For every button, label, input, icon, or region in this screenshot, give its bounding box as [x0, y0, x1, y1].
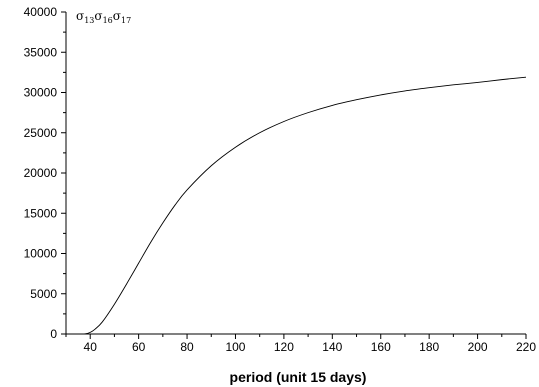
x-tick-label: 200: [468, 340, 488, 354]
y-tick-label: 10000: [24, 247, 58, 261]
x-tick-label: 80: [180, 340, 194, 354]
series-annotation: σ13σ16σ17: [76, 9, 131, 25]
x-axis-title: period (unit 15 days): [230, 369, 367, 385]
x-tick-label: 120: [274, 340, 294, 354]
x-tick-label: 160: [371, 340, 391, 354]
y-tick-label: 40000: [24, 5, 58, 19]
y-tick-label: 5000: [30, 287, 57, 301]
y-tick-label: 30000: [24, 86, 58, 100]
x-tick-label: 140: [322, 340, 342, 354]
x-tick-label: 220: [516, 340, 536, 354]
y-ticks: 0 5000 10000 15000 20000 25000 30000 35000 40000: [24, 5, 66, 341]
y-tick-label: 25000: [24, 126, 58, 140]
annotation-subscript: 16: [103, 16, 113, 25]
y-tick-label: 35000: [24, 45, 58, 59]
x-tick-label: 100: [225, 340, 245, 354]
annotation-subscript: 17: [121, 16, 131, 25]
y-tick-label: 15000: [24, 206, 58, 220]
x-ticks: 40 60 80 100 120 140 160 180 200 220: [65, 334, 536, 354]
y-tick-label: 20000: [24, 166, 58, 180]
annotation-symbol: σ: [94, 9, 102, 23]
series-layer: [80, 76, 527, 335]
x-tick-label: 60: [132, 340, 146, 354]
y-tick-label: 0: [50, 327, 57, 341]
series-line: [80, 76, 527, 335]
axes: [65, 12, 526, 335]
x-tick-label: 40: [84, 340, 98, 354]
annotation-symbol: σ: [76, 9, 84, 23]
x-tick-label: 180: [419, 340, 439, 354]
annotation-symbol: σ: [113, 9, 121, 23]
annotation-subscript: 13: [84, 16, 94, 25]
